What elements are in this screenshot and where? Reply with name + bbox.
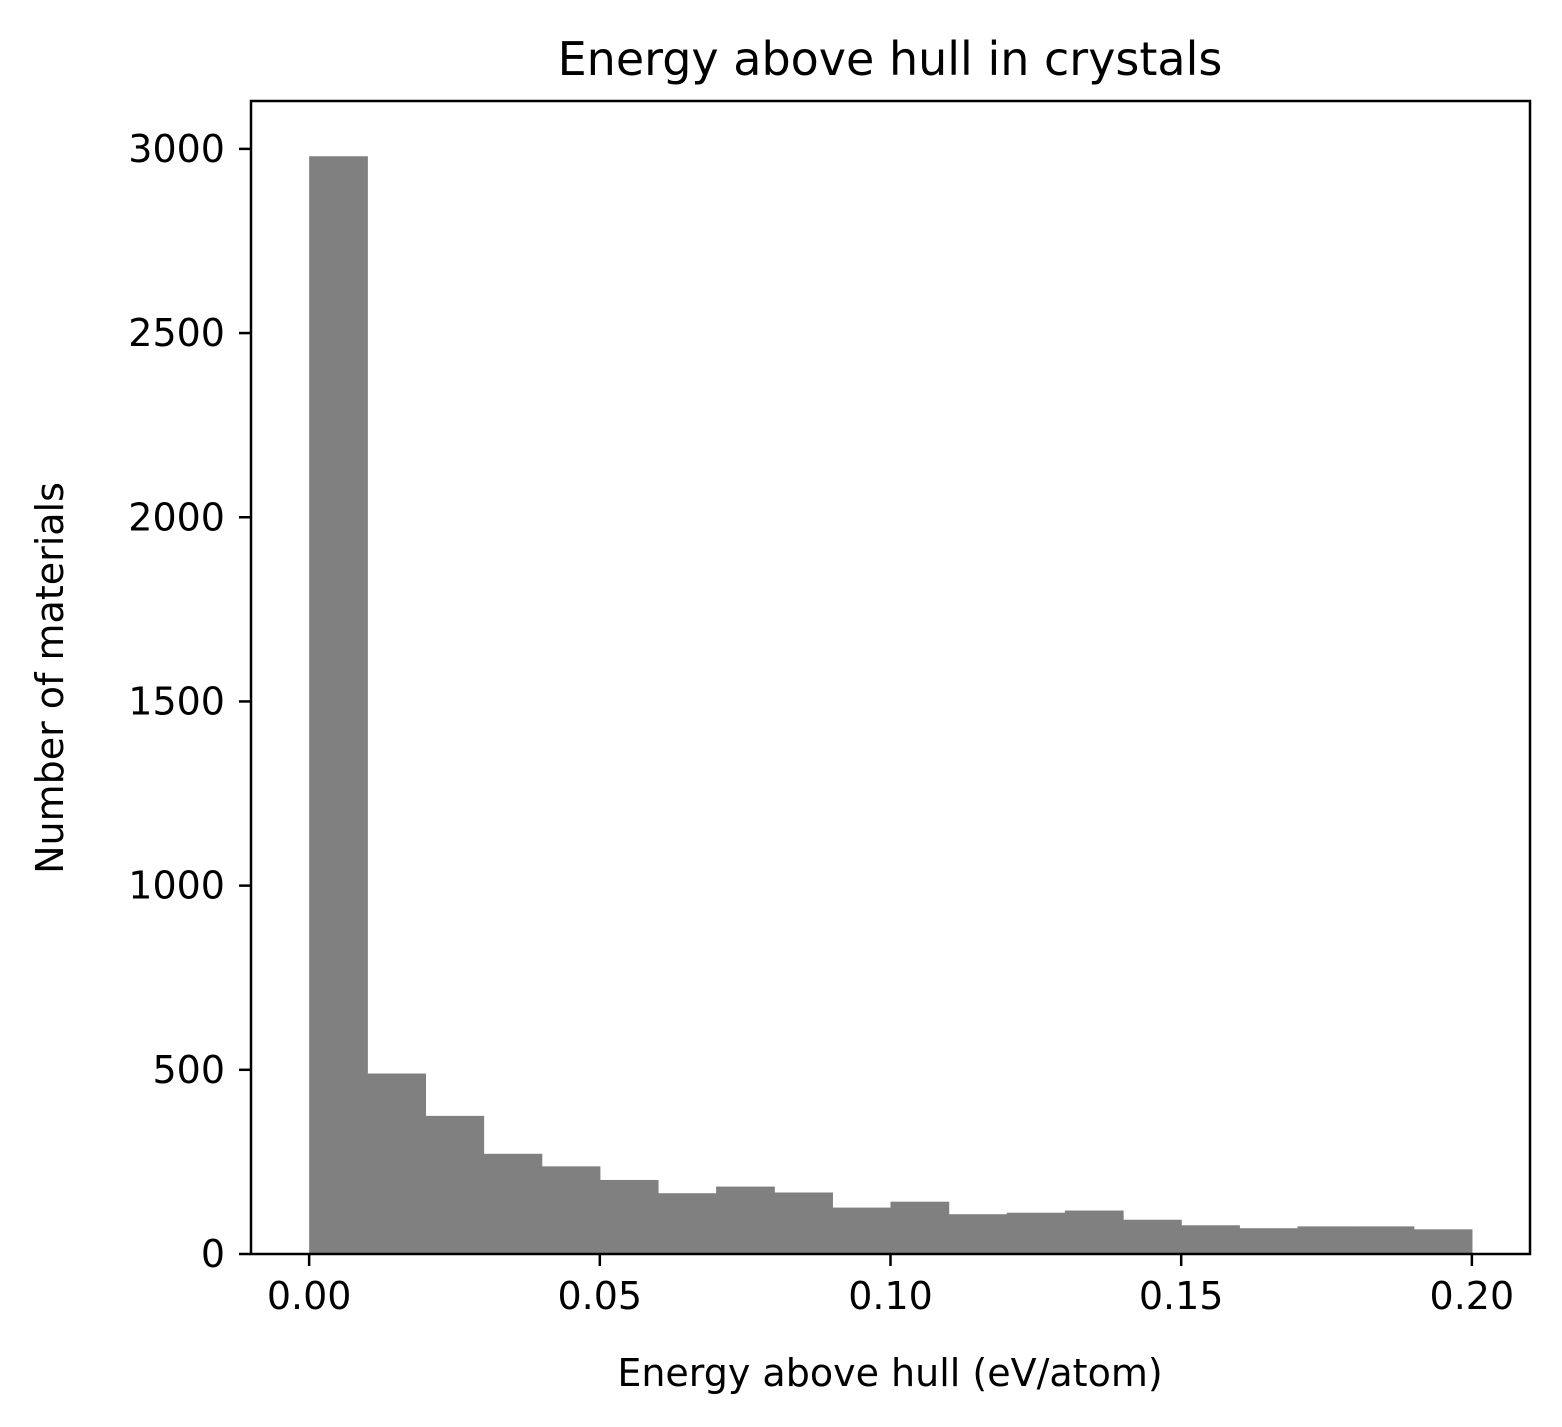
histogram-bar xyxy=(541,1166,601,1254)
histogram-bar xyxy=(657,1193,717,1254)
y-tick-label: 1000 xyxy=(128,864,225,908)
histogram-bar xyxy=(1297,1226,1357,1254)
y-tick-label: 1500 xyxy=(128,679,225,723)
y-tick-label: 500 xyxy=(152,1048,225,1092)
histogram-bar xyxy=(309,156,368,1254)
histogram-bar xyxy=(599,1179,659,1254)
plot-frame xyxy=(249,99,1532,1256)
chart-title: Energy above hull in crystals xyxy=(558,32,1223,86)
x-tick-label: 0.10 xyxy=(848,1274,933,1318)
y-tick-label: 0 xyxy=(201,1232,225,1276)
histogram-bar xyxy=(1006,1212,1066,1254)
x-tick-label: 0.05 xyxy=(558,1274,643,1318)
y-axis: 0 500 1000 1500 2000 2500 3000 xyxy=(128,127,251,1276)
bars-group xyxy=(309,156,1473,1254)
y-tick-label: 3000 xyxy=(128,127,225,171)
histogram-bar xyxy=(716,1186,775,1254)
histogram-bar xyxy=(774,1192,833,1254)
histogram-bar xyxy=(948,1214,1008,1254)
histogram-bar xyxy=(1181,1225,1240,1254)
histogram-bar xyxy=(890,1201,950,1254)
histogram-bar xyxy=(483,1153,543,1254)
x-axis: 0.00 0.05 0.10 0.15 0.20 xyxy=(267,1254,1514,1318)
x-tick-label: 0.20 xyxy=(1430,1274,1515,1318)
y-tick-label: 2000 xyxy=(128,495,225,539)
histogram-bar xyxy=(367,1073,427,1254)
histogram-bar xyxy=(1355,1226,1415,1254)
x-tick-label: 0.15 xyxy=(1139,1274,1224,1318)
histogram-bar xyxy=(1239,1228,1299,1254)
histogram-bar xyxy=(832,1207,892,1254)
x-axis-label: Energy above hull (eV/atom) xyxy=(617,1351,1162,1395)
histogram-bar xyxy=(1413,1229,1473,1254)
y-axis-label: Number of materials xyxy=(28,482,72,874)
histogram-bar xyxy=(1064,1210,1124,1254)
x-tick-label: 0.00 xyxy=(267,1274,352,1318)
y-tick-label: 2500 xyxy=(128,311,225,355)
histogram-bar xyxy=(1123,1219,1182,1254)
histogram-bar xyxy=(425,1115,485,1254)
